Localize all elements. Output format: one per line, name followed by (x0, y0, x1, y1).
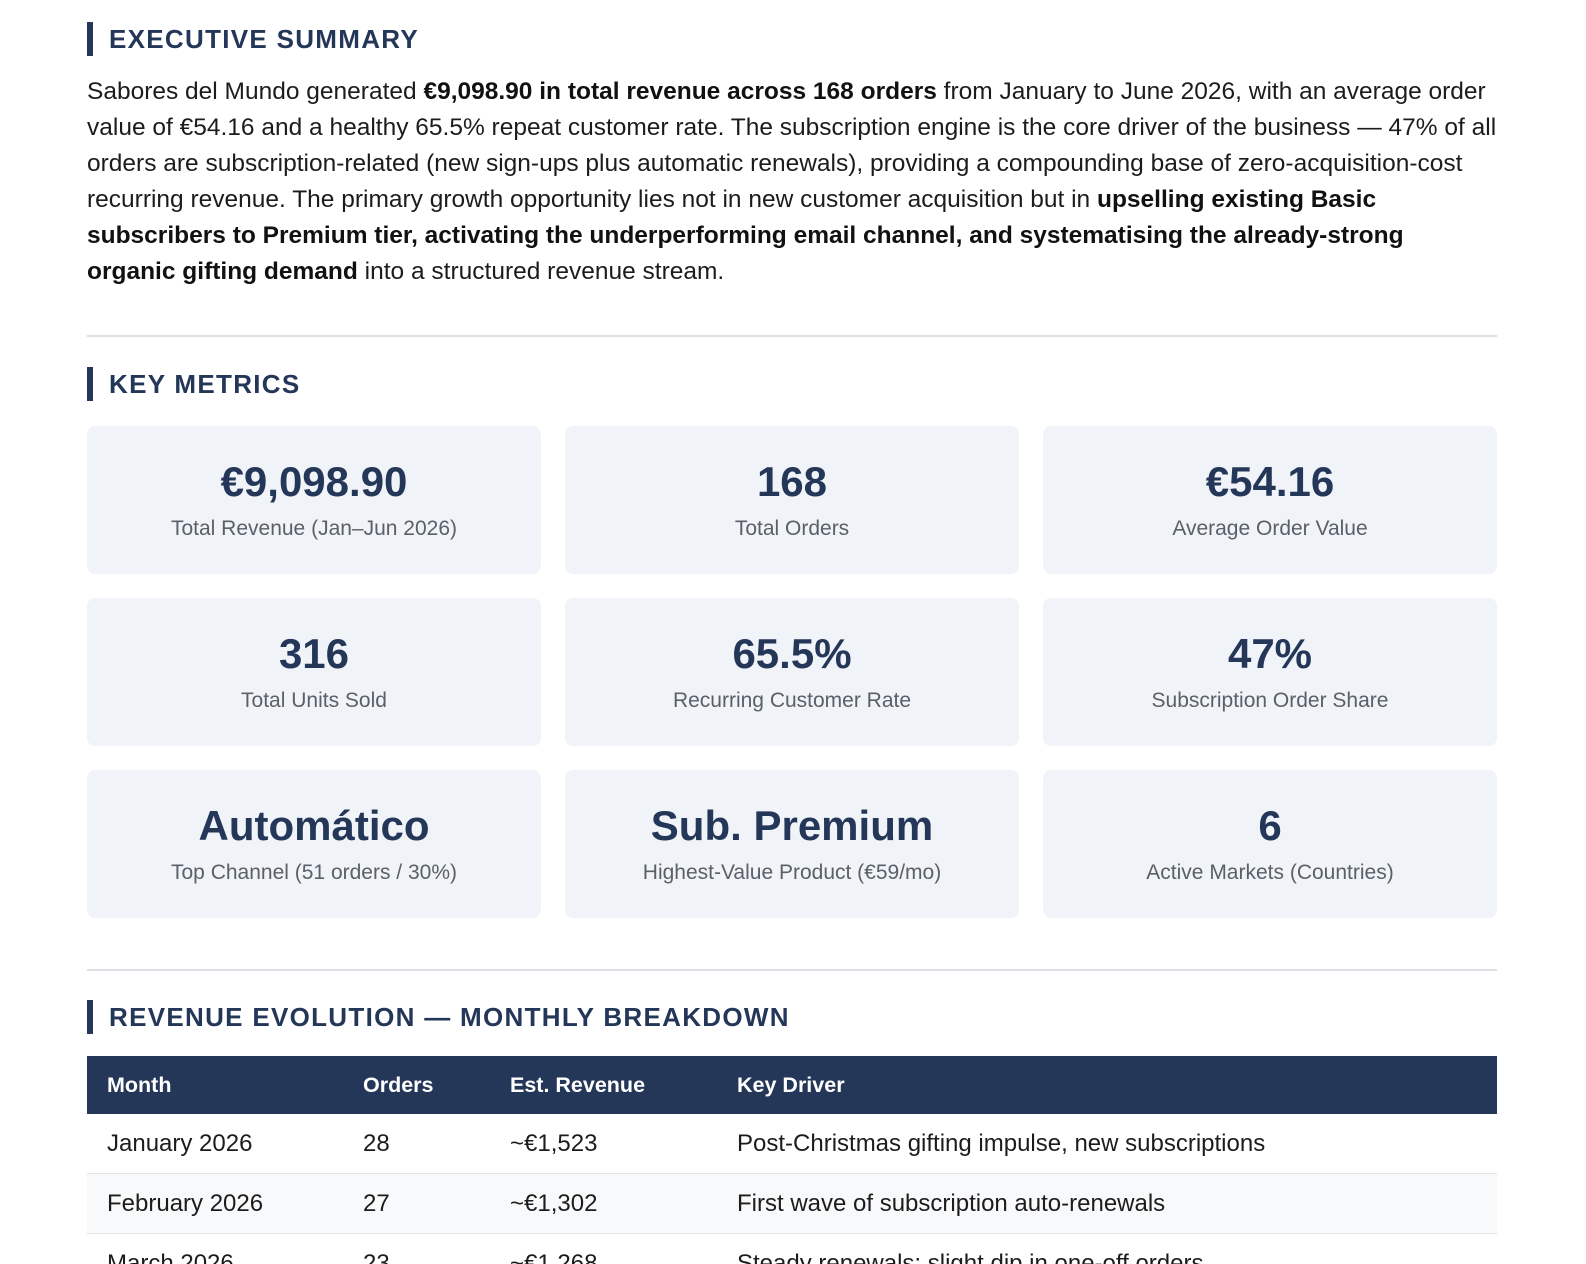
metric-label: Average Order Value (1172, 517, 1368, 540)
cell-driver: Post-Christmas gifting impulse, new subs… (717, 1114, 1497, 1174)
revenue-table: Month Orders Est. Revenue Key Driver Jan… (87, 1056, 1497, 1264)
cell-orders: 27 (343, 1173, 490, 1234)
cell-driver: Steady renewals; slight dip in one-off o… (717, 1233, 1497, 1264)
cell-month: March 2026 (87, 1233, 343, 1264)
cell-orders: 28 (343, 1114, 490, 1174)
cell-driver: First wave of subscription auto-renewals (717, 1173, 1497, 1234)
cell-month: January 2026 (87, 1114, 343, 1174)
cell-revenue: ~€1,523 (490, 1114, 717, 1174)
metric-card-total-revenue: €9,098.90 Total Revenue (Jan–Jun 2026) (87, 426, 541, 574)
revenue-evolution-heading: REVENUE EVOLUTION — MONTHLY BREAKDOWN (87, 1000, 790, 1034)
cell-orders: 23 (343, 1233, 490, 1264)
section-divider (87, 969, 1497, 971)
metric-value: €9,098.90 (220, 458, 408, 505)
executive-summary-text: Sabores del Mundo generated €9,098.90 in… (87, 74, 1497, 290)
summary-text-2: from January to June 2026, with an avera… (87, 78, 1497, 213)
metric-value: 168 (756, 458, 828, 505)
metric-card-active-markets: 6 Active Markets (Countries) (1043, 770, 1497, 918)
metric-value: Automático (198, 802, 430, 849)
column-header-key-driver: Key Driver (717, 1056, 1497, 1114)
summary-highlight-1: €9,098.90 in total revenue across 168 or… (423, 78, 937, 105)
metric-label: Recurring Customer Rate (672, 689, 912, 712)
metric-value: €54.16 (1205, 458, 1335, 505)
metric-card-recurring-rate: 65.5% Recurring Customer Rate (565, 598, 1019, 746)
column-header-est-revenue: Est. Revenue (490, 1056, 717, 1114)
table-row: January 2026 28 ~€1,523 Post-Christmas g… (87, 1114, 1497, 1174)
metric-label: Top Channel (51 orders / 30%) (171, 861, 457, 884)
metric-label: Subscription Order Share (1151, 689, 1389, 712)
metric-label: Highest-Value Product (€59/mo) (642, 861, 942, 884)
metric-label: Total Units Sold (241, 689, 387, 712)
metric-card-highest-value-product: Sub. Premium Highest-Value Product (€59/… (565, 770, 1019, 918)
section-divider (87, 335, 1497, 337)
metric-value: 6 (1258, 802, 1282, 849)
metric-value: 47% (1227, 630, 1313, 677)
cell-revenue: ~€1,268 (490, 1233, 717, 1264)
metric-label: Active Markets (Countries) (1146, 861, 1394, 884)
summary-text-3: into a structured revenue stream. (357, 258, 725, 285)
key-metrics-grid: €9,098.90 Total Revenue (Jan–Jun 2026) 1… (87, 426, 1497, 918)
metric-label: Total Revenue (Jan–Jun 2026) (170, 517, 458, 540)
metric-card-top-channel: Automático Top Channel (51 orders / 30%) (87, 770, 541, 918)
cell-month: February 2026 (87, 1173, 343, 1234)
metric-card-subscription-share: 47% Subscription Order Share (1043, 598, 1497, 746)
metric-card-average-order-value: €54.16 Average Order Value (1043, 426, 1497, 574)
metric-value: 65.5% (732, 630, 852, 677)
cell-revenue: ~€1,302 (490, 1173, 717, 1234)
metric-card-total-orders: 168 Total Orders (565, 426, 1019, 574)
table-row: March 2026 23 ~€1,268 Steady renewals; s… (87, 1233, 1497, 1264)
column-header-orders: Orders (343, 1056, 490, 1114)
summary-text-1: Sabores del Mundo generated (87, 78, 424, 105)
column-header-month: Month (87, 1056, 343, 1114)
executive-summary-heading: EXECUTIVE SUMMARY (87, 22, 419, 56)
metric-card-total-units: 316 Total Units Sold (87, 598, 541, 746)
table-row: February 2026 27 ~€1,302 First wave of s… (87, 1173, 1497, 1234)
summary-highlight-2: upselling existing Basic subscribers to … (87, 186, 1404, 285)
metric-value: Sub. Premium (650, 802, 934, 849)
metric-value: 316 (278, 630, 350, 677)
table-header-row: Month Orders Est. Revenue Key Driver (87, 1056, 1497, 1114)
key-metrics-heading: KEY METRICS (87, 367, 301, 401)
metric-label: Total Orders (734, 517, 850, 540)
